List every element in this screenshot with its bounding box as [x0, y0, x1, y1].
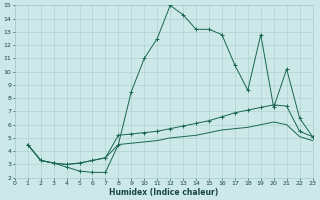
X-axis label: Humidex (Indice chaleur): Humidex (Indice chaleur) — [109, 188, 218, 197]
